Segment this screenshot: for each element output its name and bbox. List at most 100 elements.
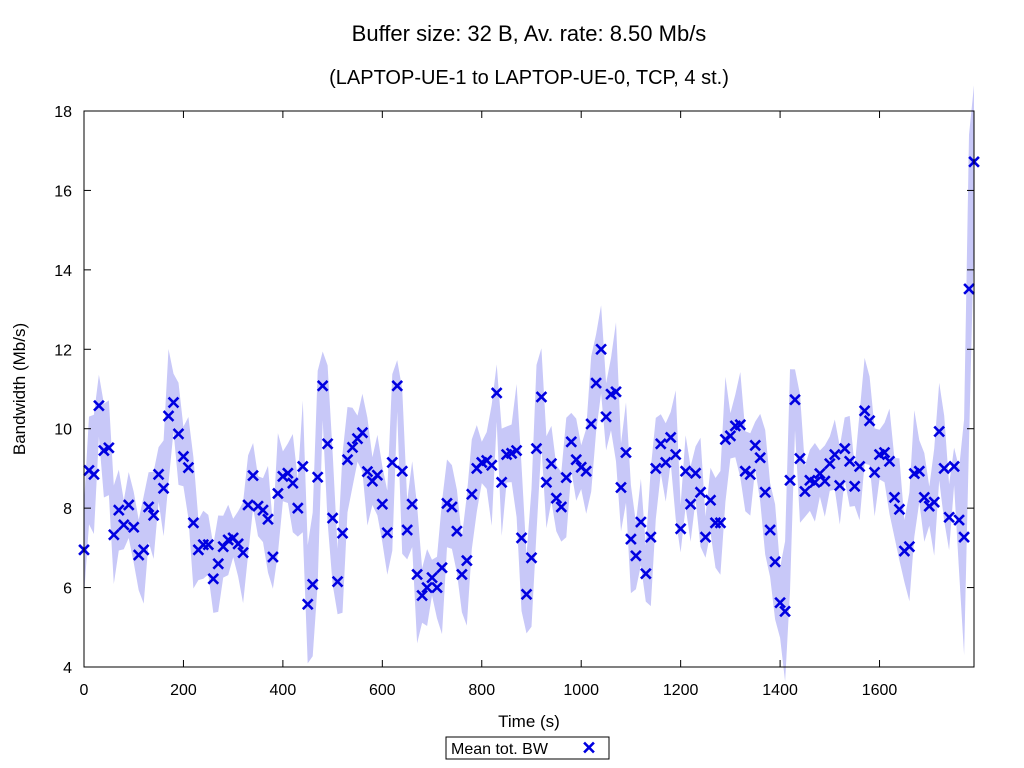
data-point bbox=[744, 468, 757, 481]
x-tick-label: 200 bbox=[170, 682, 197, 699]
data-point bbox=[600, 410, 612, 423]
data-point bbox=[386, 456, 399, 469]
data-point bbox=[938, 462, 951, 475]
data-point bbox=[336, 527, 349, 540]
data-point bbox=[103, 441, 115, 454]
y-tick-label: 10 bbox=[54, 422, 72, 439]
data-point bbox=[520, 588, 533, 601]
data-point bbox=[644, 531, 657, 543]
data-point bbox=[684, 498, 697, 511]
data-point bbox=[525, 551, 538, 564]
x-tick-label: 1400 bbox=[762, 682, 798, 699]
data-point bbox=[107, 528, 120, 541]
data-markers bbox=[78, 155, 980, 618]
data-point bbox=[177, 450, 190, 463]
data-point bbox=[530, 442, 543, 455]
plot-area bbox=[78, 85, 980, 682]
x-tick-label: 1200 bbox=[663, 682, 699, 699]
plot-frame bbox=[83, 110, 975, 668]
data-point bbox=[485, 459, 498, 472]
data-point bbox=[416, 589, 428, 602]
legend-box bbox=[445, 736, 610, 760]
data-point bbox=[963, 283, 975, 295]
data-point bbox=[838, 442, 851, 455]
data-point bbox=[381, 526, 394, 539]
data-point bbox=[590, 377, 602, 389]
data-point bbox=[122, 499, 135, 511]
data-point bbox=[818, 475, 831, 487]
data-point bbox=[868, 466, 881, 479]
data-point bbox=[326, 512, 339, 524]
data-point bbox=[172, 428, 185, 440]
data-point bbox=[371, 469, 384, 482]
data-point bbox=[853, 460, 866, 473]
data-point bbox=[505, 447, 518, 460]
x-tick-label: 800 bbox=[468, 682, 495, 699]
data-point bbox=[893, 503, 906, 516]
data-point bbox=[724, 430, 737, 442]
data-point bbox=[749, 439, 762, 452]
data-point bbox=[490, 387, 503, 399]
data-point bbox=[640, 567, 652, 580]
data-point bbox=[331, 575, 344, 588]
data-point bbox=[411, 568, 423, 581]
data-point bbox=[615, 481, 627, 494]
data-point bbox=[580, 465, 593, 478]
y-tick-label: 6 bbox=[63, 581, 72, 598]
data-point bbox=[406, 498, 418, 511]
data-point bbox=[167, 396, 180, 409]
data-point bbox=[958, 531, 970, 543]
data-point bbox=[888, 491, 901, 504]
data-point bbox=[257, 504, 269, 516]
y-axis-label: Bandwidth (Mb/s) bbox=[10, 323, 29, 455]
data-point bbox=[863, 414, 876, 427]
data-point bbox=[654, 437, 667, 450]
data-point bbox=[764, 524, 776, 536]
data-point bbox=[426, 571, 438, 584]
data-point bbox=[456, 568, 468, 581]
y-tick-label: 14 bbox=[54, 263, 72, 280]
data-point bbox=[843, 455, 856, 468]
data-point bbox=[157, 482, 170, 495]
data-point bbox=[286, 477, 299, 489]
data-point bbox=[461, 554, 473, 567]
data-point bbox=[446, 501, 458, 513]
data-point bbox=[809, 476, 821, 489]
x-tick-label: 0 bbox=[80, 682, 89, 699]
data-point bbox=[669, 448, 682, 461]
legend-label: Mean tot. BW bbox=[451, 741, 549, 758]
data-point bbox=[451, 525, 463, 538]
data-point bbox=[694, 486, 707, 499]
data-point bbox=[570, 453, 583, 466]
data-point bbox=[814, 467, 826, 480]
data-point bbox=[421, 581, 433, 594]
data-point bbox=[98, 444, 110, 457]
data-point bbox=[754, 451, 767, 464]
y-tick-label: 18 bbox=[54, 104, 72, 121]
data-point bbox=[242, 499, 254, 511]
data-point bbox=[883, 455, 896, 468]
data-point bbox=[679, 465, 692, 478]
data-point bbox=[779, 605, 791, 618]
data-point bbox=[187, 516, 200, 529]
data-point bbox=[510, 444, 523, 457]
data-point bbox=[664, 431, 677, 444]
data-point bbox=[565, 435, 578, 448]
data-point bbox=[152, 468, 165, 481]
data-point bbox=[943, 511, 955, 524]
y-tick-label: 8 bbox=[63, 501, 72, 518]
data-point bbox=[550, 492, 563, 505]
data-point bbox=[142, 501, 155, 513]
data-point bbox=[515, 532, 528, 544]
data-point bbox=[858, 405, 871, 417]
data-point bbox=[948, 460, 960, 473]
data-point bbox=[207, 572, 220, 585]
data-point bbox=[431, 581, 443, 594]
data-point bbox=[321, 437, 334, 450]
data-point bbox=[262, 513, 274, 526]
data-point bbox=[306, 578, 319, 591]
y-tick-label: 4 bbox=[63, 660, 72, 677]
data-point bbox=[828, 448, 841, 461]
data-point bbox=[346, 441, 359, 454]
